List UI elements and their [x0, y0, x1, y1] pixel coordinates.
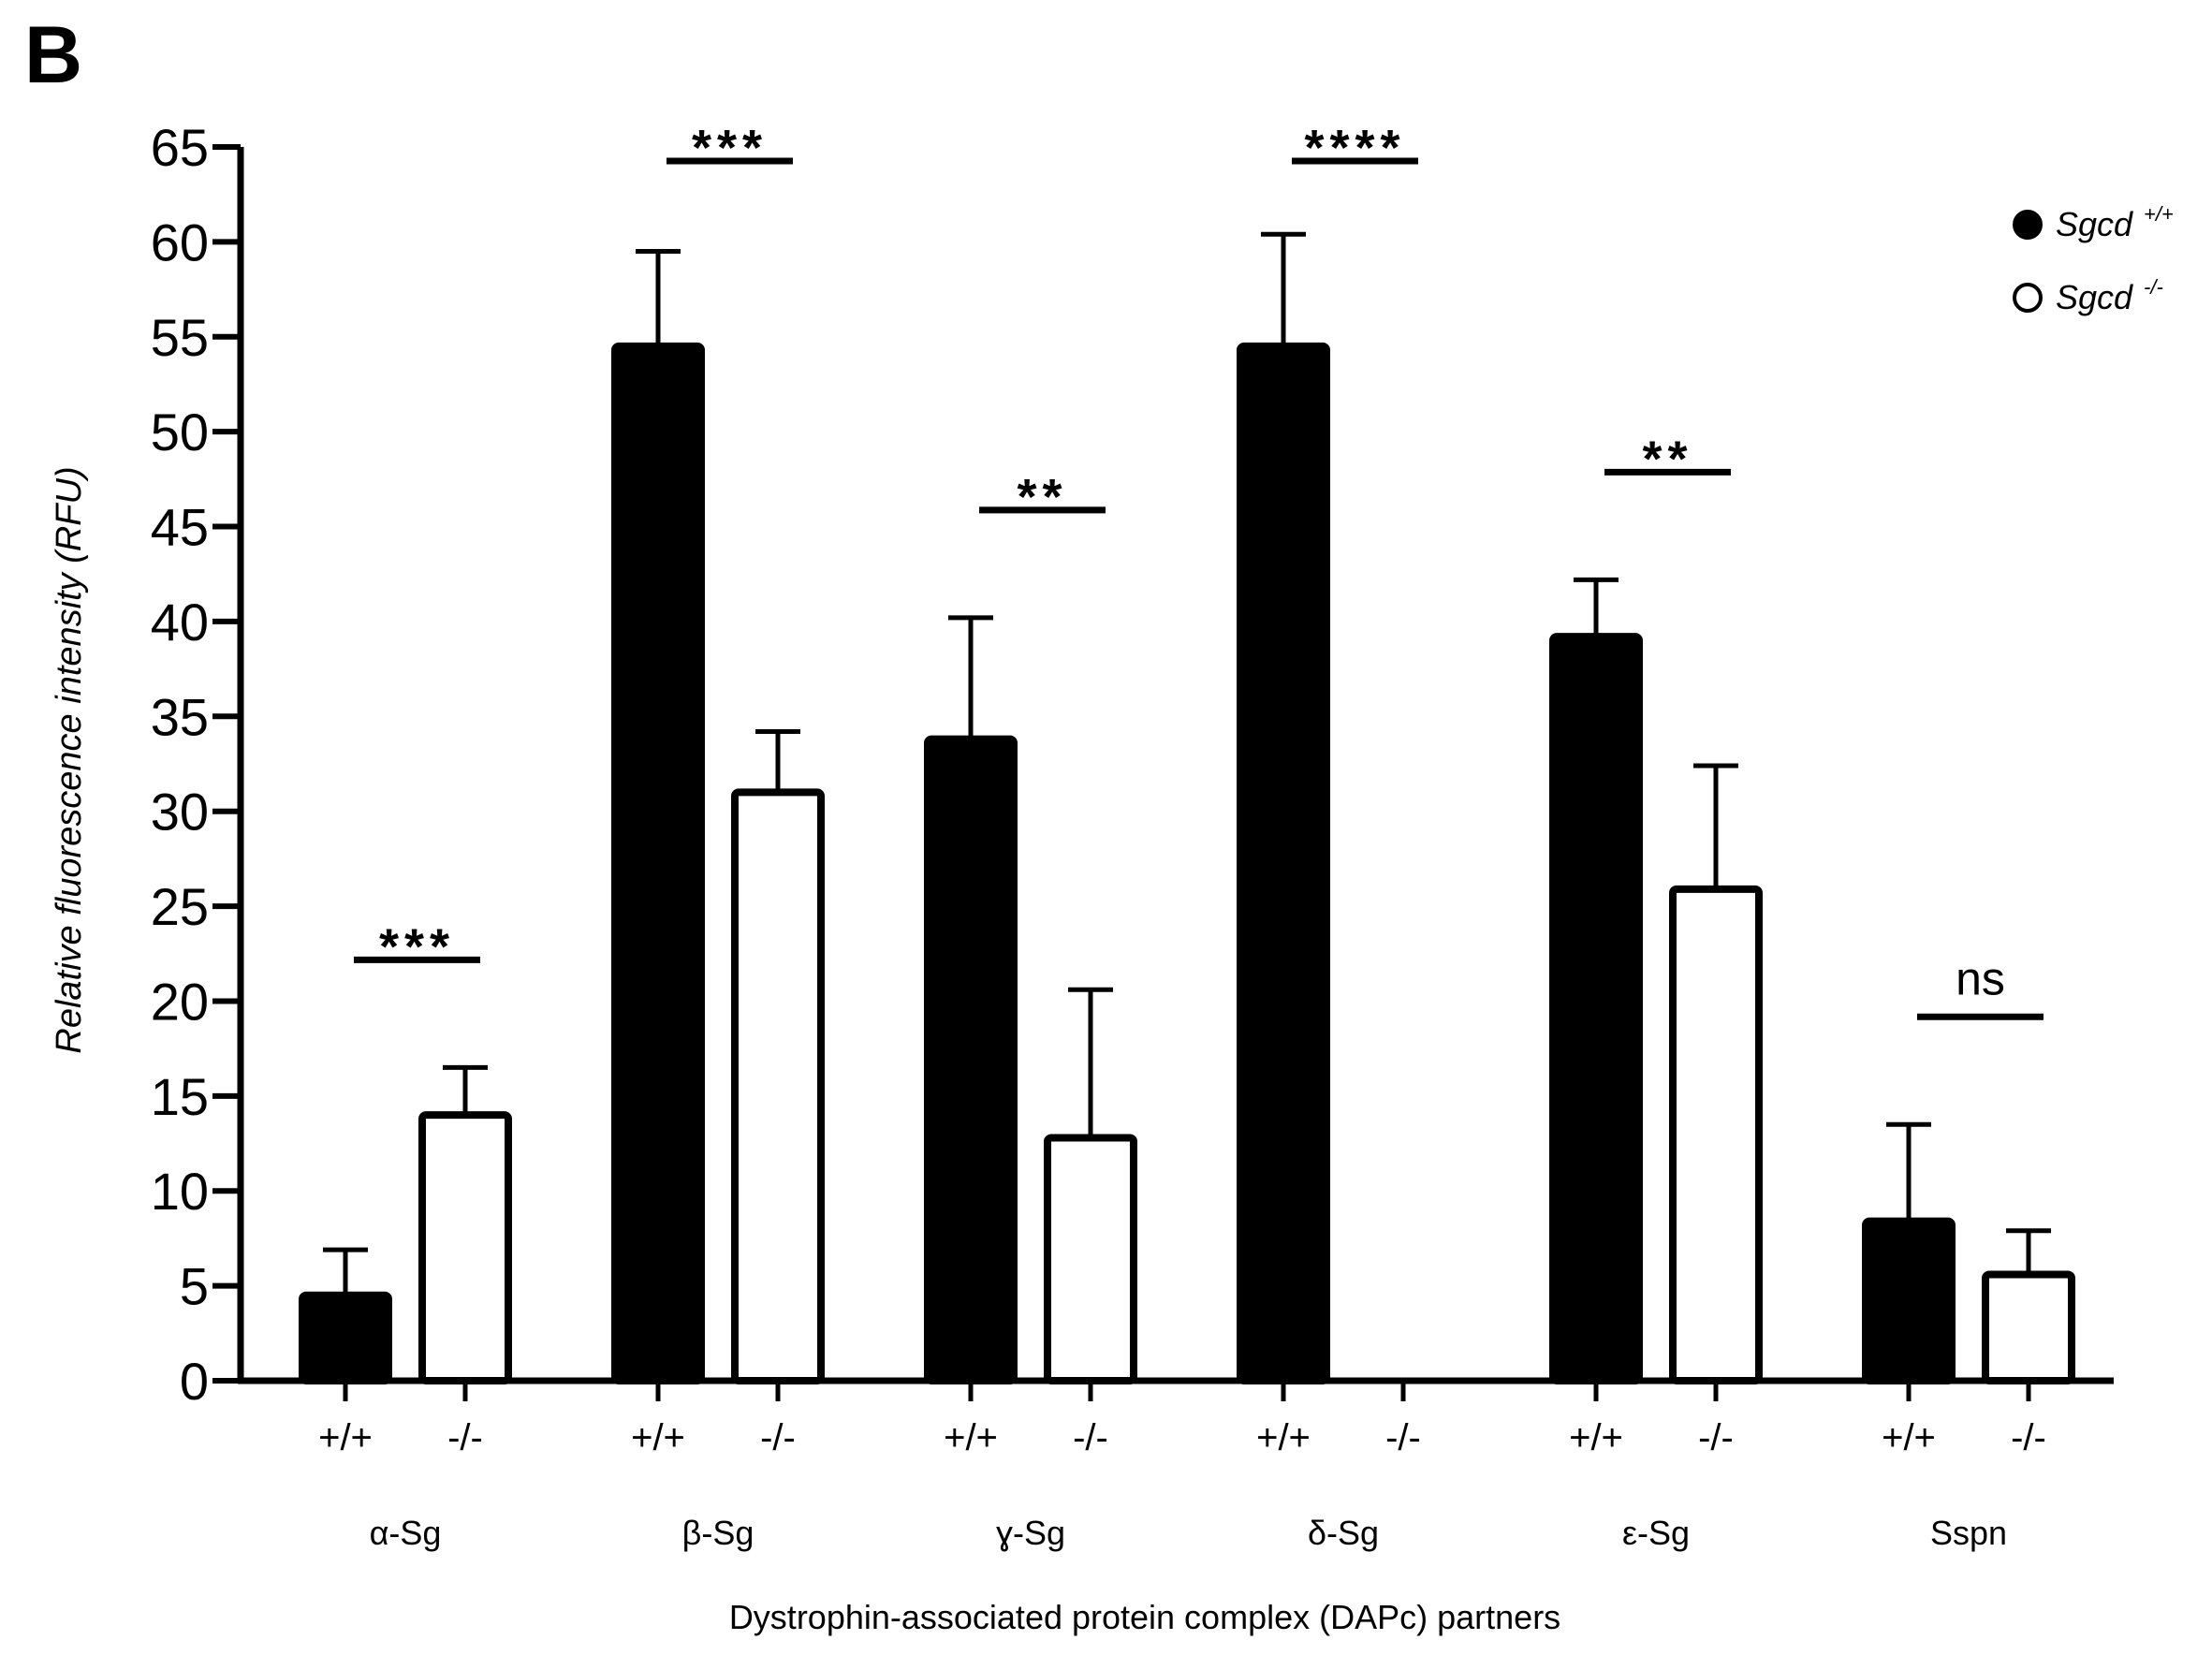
panel-label: B — [24, 10, 82, 100]
legend-name-knockout: Sgcd — [2056, 278, 2133, 316]
legend-marker-wildtype — [2013, 210, 2043, 240]
legend: Sgcd +/+ Sgcd -/- — [2013, 202, 2174, 316]
genotype-label: +/+ — [318, 1417, 373, 1458]
genotype-label: -/- — [1073, 1417, 1108, 1458]
genotype-label: +/+ — [1569, 1417, 1623, 1458]
y-tick-label: 15 — [151, 1067, 209, 1126]
genotype-label: -/- — [447, 1417, 483, 1458]
significance-label: ** — [1642, 431, 1692, 487]
y-tick-label: 25 — [151, 877, 209, 936]
y-tick-label: 65 — [151, 118, 209, 177]
genotype-label: +/+ — [1882, 1417, 1936, 1458]
y-tick-label: 35 — [151, 687, 209, 746]
category-label: Sspn — [1930, 1514, 2007, 1552]
x-axis-label: Dystrophin-associated protein complex (D… — [729, 1598, 1560, 1636]
genotype-label: -/- — [1385, 1417, 1421, 1458]
significance-label: *** — [692, 120, 768, 176]
genotype-label: +/+ — [944, 1417, 998, 1458]
y-tick-label: 50 — [151, 403, 209, 461]
bar-knockout — [1982, 1270, 2075, 1384]
genotype-label: -/- — [1698, 1417, 1734, 1458]
bar-wildtype — [1862, 1217, 1956, 1384]
bar-wildtype — [1237, 342, 1330, 1384]
bar-knockout — [1669, 885, 1763, 1384]
legend-superscript-wildtype: +/+ — [2144, 202, 2174, 226]
genotype-label: +/+ — [1256, 1417, 1311, 1458]
y-tick-label: 40 — [151, 593, 209, 652]
bar-wildtype — [924, 735, 1018, 1384]
genotype-label: +/+ — [631, 1417, 685, 1458]
bars-group — [299, 342, 2075, 1385]
bar-knockout — [731, 788, 825, 1384]
category-label: δ-Sg — [1308, 1514, 1379, 1552]
significance-group: **************ns — [354, 120, 2044, 1020]
y-tick-label: 20 — [151, 972, 209, 1031]
legend-marker-knockout — [2013, 283, 2043, 313]
significance-label: ns — [1956, 952, 2005, 1004]
y-axis: 0 5 10 15 20 25 30 35 40 45 50 55 60 65 — [151, 118, 244, 1411]
y-tick-label: 0 — [180, 1352, 209, 1411]
y-tick-label: 60 — [151, 212, 209, 271]
genotype-label: -/- — [760, 1417, 796, 1458]
legend-name-wildtype: Sgcd — [2056, 205, 2133, 243]
significance-label: ** — [1017, 469, 1067, 525]
bar-wildtype — [1549, 633, 1643, 1384]
y-tick-label: 30 — [151, 783, 209, 842]
category-label: ε-Sg — [1622, 1514, 1690, 1552]
significance-label: **** — [1304, 120, 1405, 176]
x-tick-labels: +/+ -/- α-Sg +/+ -/- β-Sg +/+ -/- ɣ-Sg +/+ -/- δ-Sg… — [318, 1417, 2046, 1552]
legend-superscript-knockout: -/- — [2144, 275, 2163, 299]
y-tick-label: 45 — [151, 498, 209, 557]
significance-label: *** — [379, 918, 455, 974]
legend-label-wildtype: Sgcd — [2056, 205, 2133, 243]
error-bars-group — [323, 231, 2051, 1296]
legend-label-knockout: Sgcd — [2056, 278, 2133, 316]
x-axis — [238, 1377, 2114, 1401]
category-label: ɣ-Sg — [996, 1514, 1065, 1552]
bar-knockout — [1044, 1134, 1137, 1385]
y-tick-label: 10 — [151, 1162, 209, 1221]
bar-wildtype — [611, 342, 705, 1384]
y-axis-label: Relative fluorescence intensity (RFU) — [50, 466, 89, 1053]
y-tick-label: 55 — [151, 308, 209, 367]
category-label: α-Sg — [370, 1514, 442, 1552]
category-label: β-Sg — [682, 1514, 754, 1552]
y-tick-label: 5 — [180, 1257, 209, 1316]
bar-knockout — [418, 1111, 512, 1384]
genotype-label: -/- — [2011, 1417, 2046, 1458]
bar-wildtype — [299, 1291, 392, 1385]
